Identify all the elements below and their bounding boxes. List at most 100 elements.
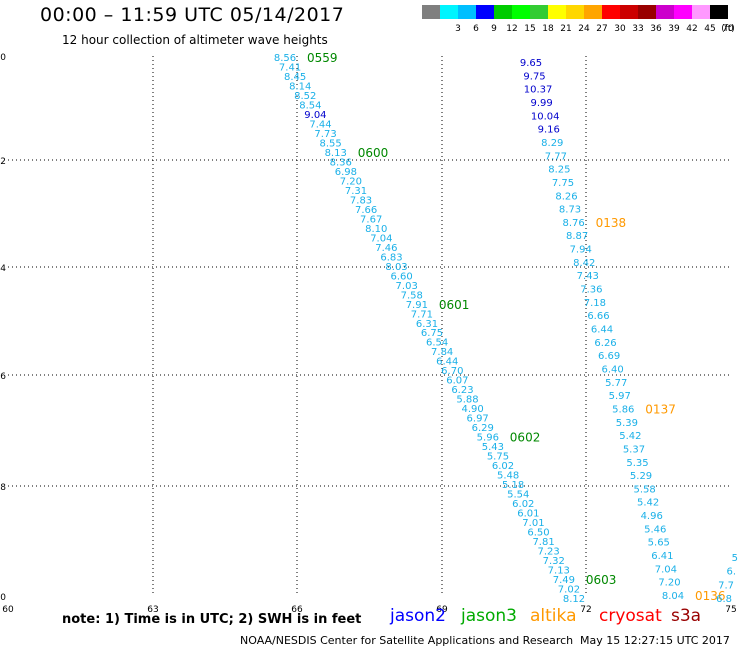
wave-height-value: 7.20 (340, 176, 362, 187)
wave-height-value: 5.43 (482, 442, 504, 453)
wave-height-value: 6.44 (436, 357, 458, 368)
axis-ticks: -30 -32 -34 -36 -38 -40 60 63 66 69 72 75 (0, 53, 737, 615)
legend-swatch (458, 5, 476, 19)
wave-height-value: 7.20 (658, 578, 680, 589)
wave-height-value: 5.18 (502, 480, 524, 491)
wave-height-value: 8.29 (541, 138, 563, 149)
satellite-label-jason2: jason2 (390, 606, 446, 626)
wave-height-value: 7.94 (570, 245, 592, 256)
legend-label: 42 (686, 24, 698, 34)
wave-height-value: 5 (732, 553, 738, 564)
wave-height-value: 6.44 (591, 325, 613, 336)
wave-height-value: 7.32 (543, 556, 565, 567)
wave-height-value: 7.44 (309, 119, 331, 130)
footer-credit: NOAA/NESDIS Center for Satellite Applica… (240, 634, 574, 647)
wave-height-value: 7.04 (655, 564, 677, 575)
lat-tick-label: -30 (0, 53, 6, 63)
lon-tick-label: 75 (725, 605, 736, 615)
wave-height-value: 7.77 (545, 151, 567, 162)
wave-height-value: 7.58 (401, 290, 423, 301)
wave-height-value: 6.98 (335, 167, 357, 178)
time-label: 0137 (645, 402, 676, 416)
wave-height-value: 6.75 (421, 328, 443, 339)
footer-timestamp: May 15 12:27:15 UTC 2017 (580, 634, 730, 647)
wave-height-value: 7.01 (522, 518, 544, 529)
wave-height-value: 8.42 (573, 258, 595, 269)
wave-height-value: 7.83 (350, 195, 372, 206)
lon-tick-label: 66 (291, 605, 303, 615)
lat-tick-label: -40 (0, 593, 6, 603)
wave-height-value: 7.73 (314, 129, 336, 140)
wave-height-value: 10.37 (524, 85, 553, 96)
legend-swatch (674, 5, 692, 19)
legend-label: 12 (506, 24, 518, 34)
wave-height-value: 6.02 (492, 461, 514, 472)
note-text: note: 1) Time is in UTC; 2) SWH is in fe… (62, 612, 362, 627)
wave-height-value: 6.26 (594, 338, 616, 349)
wave-height-value: 5.39 (616, 418, 638, 429)
track-0138: 9.65 9.75 10.37 9.99 10.04 9.16 8.29 7.77 8.25 7.… (520, 58, 726, 603)
time-label: 0136 (695, 589, 726, 603)
wave-height-value: 8.45 (284, 72, 306, 83)
track-0559: 8.567.418.458.148.528.549.047.447.738.55… (274, 51, 617, 605)
lon-tick-label: 60 (2, 605, 14, 615)
wave-height-value: 7.13 (548, 566, 570, 577)
legend-swatch (530, 5, 548, 19)
legend-swatch (602, 5, 620, 19)
wave-height-value: 7.49 (553, 575, 575, 586)
page-title: 00:00 – 11:59 UTC 05/14/2017 (40, 4, 345, 26)
lat-tick-label: -36 (0, 372, 6, 382)
legend-swatch (440, 5, 458, 19)
wave-height-value: 5.42 (619, 431, 641, 442)
grid-lines (8, 56, 731, 596)
wave-height-value: 10.04 (531, 111, 560, 122)
wave-height-value: 8.87 (566, 231, 588, 242)
wave-height-value: 7.81 (532, 537, 554, 548)
wave-height-value: 8.73 (559, 205, 581, 216)
wave-height-value: 6. (726, 567, 736, 578)
legend-label: 33 (632, 24, 644, 34)
legend-swatch (638, 5, 656, 19)
wave-height-value: 6.97 (467, 414, 489, 425)
wave-height-value: 7.46 (375, 243, 397, 254)
legend-unit: (ft) (721, 24, 735, 34)
legend-label: 9 (491, 24, 497, 34)
legend-label: 36 (650, 24, 662, 34)
satellite-label-altika: altika (530, 606, 577, 626)
wave-height-value: 8.12 (563, 594, 585, 605)
time-label: 0602 (510, 431, 541, 445)
wave-height-value: 8.13 (325, 148, 347, 159)
lat-tick-label: -38 (0, 483, 6, 493)
wave-height-value: 8.52 (294, 91, 316, 102)
wave-height-value: 6.02 (512, 499, 534, 510)
satellite-label-jason3: jason3 (461, 606, 517, 626)
wave-height-value: 5.96 (477, 433, 499, 444)
legend-label: 27 (596, 24, 608, 34)
wave-height-value: 5.29 (630, 471, 652, 482)
legend-label: 24 (578, 24, 590, 34)
legend-label: 18 (542, 24, 554, 34)
legend-label: 70 (722, 24, 734, 34)
wave-height-value: 7.23 (538, 547, 560, 558)
legend-swatch (476, 5, 494, 19)
wave-height-value: 6.83 (380, 252, 402, 263)
wave-height-value: 7.43 (577, 271, 599, 282)
lon-tick-label: 69 (436, 605, 448, 615)
legend-label: 45 (704, 24, 716, 34)
wave-height-value: 7.41 (279, 62, 301, 73)
legend-label: 15 (524, 24, 536, 34)
wave-height-value: 5.46 (644, 524, 666, 535)
wave-height-value: 6.31 (416, 319, 438, 330)
wave-height-value: 9.65 (520, 58, 542, 69)
wave-height-value: 6.29 (472, 423, 494, 434)
wave-height-value: 9.16 (538, 125, 560, 136)
wave-height-value: 6.60 (390, 271, 412, 282)
wave-height-value: 5.58 (633, 484, 655, 495)
legend-swatch (548, 5, 566, 19)
wave-height-value: 6.8 (716, 594, 732, 605)
legend-swatch (692, 5, 710, 19)
legend-swatch (656, 5, 674, 19)
time-label: 0138 (596, 216, 627, 230)
wave-height-value: 4.96 (641, 511, 663, 522)
wave-height-value: 6.23 (451, 385, 473, 396)
